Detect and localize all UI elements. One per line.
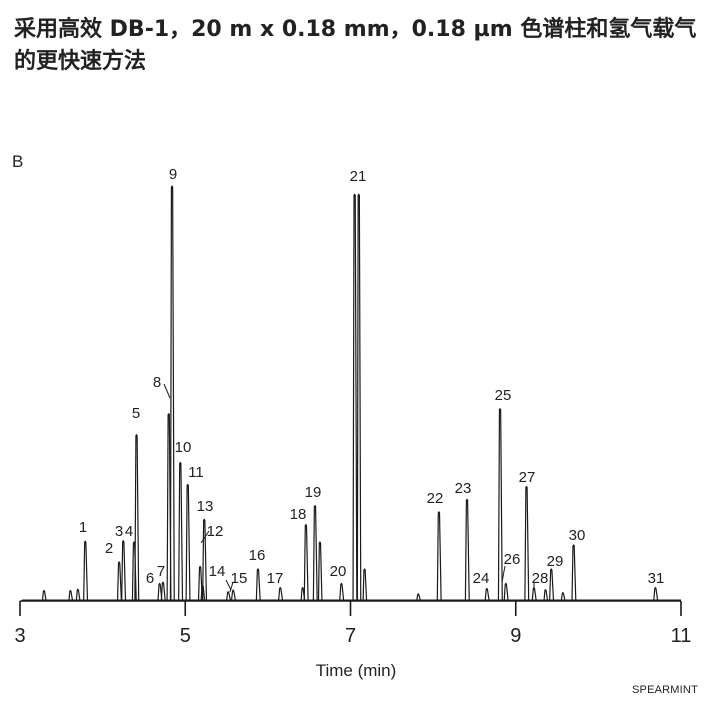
peak-21 [352, 193, 358, 601]
minor-peak [543, 589, 549, 601]
peak-label-28: 28 [532, 570, 549, 587]
minor-peak [362, 568, 368, 601]
peak-15 [230, 589, 236, 601]
peak-label-30: 30 [569, 527, 586, 544]
peak-29 [549, 568, 555, 601]
peak-23 [464, 498, 470, 601]
peak-16 [255, 568, 261, 601]
peak-label-8: 8 [153, 374, 161, 391]
peak-label-7: 7 [157, 563, 165, 580]
peak-31 [653, 586, 659, 601]
peak-10 [178, 461, 184, 601]
peak-label-9: 9 [169, 166, 177, 183]
peak-7 [160, 581, 166, 601]
x-ticks-layer: 3 5 7 9 11 [14, 601, 691, 647]
minor-peak [317, 541, 323, 601]
peak-label-19: 19 [305, 484, 322, 501]
minor-peak [356, 193, 362, 601]
x-tick-label: 9 [510, 625, 521, 647]
peak-label-21: 21 [350, 168, 367, 185]
peak-25 [497, 408, 503, 601]
minor-peak [75, 588, 81, 601]
x-tick-label: 7 [345, 625, 356, 647]
peak-18 [303, 524, 309, 601]
x-tick-label: 11 [671, 625, 692, 647]
peak-22 [436, 511, 442, 601]
peak-label-4: 4 [125, 523, 133, 540]
peak-label-3: 3 [115, 523, 123, 540]
footer-label: SPEARMINT [632, 684, 698, 696]
minor-peak [300, 586, 306, 601]
peak-label-27: 27 [519, 469, 536, 486]
peak-label-23: 23 [455, 480, 472, 497]
peak-19 [312, 505, 318, 601]
peak-label-11: 11 [188, 464, 204, 481]
peak-label-22: 22 [427, 490, 444, 507]
peak-label-16: 16 [249, 547, 266, 564]
panel-label: B [12, 152, 24, 171]
peak-3 [121, 540, 127, 601]
peak-leader-8 [163, 383, 171, 399]
peak-30 [571, 544, 577, 601]
peak-24 [484, 587, 490, 601]
peak-label-15: 15 [231, 570, 248, 587]
peak-label-14: 14 [209, 563, 226, 580]
x-tick-label: 3 [14, 625, 25, 647]
peak-label-2: 2 [105, 540, 113, 557]
peak-label-31: 31 [648, 570, 665, 587]
peak-label-10: 10 [175, 439, 192, 456]
peak-label-26: 26 [504, 551, 521, 568]
peak-leader-14 [225, 579, 232, 591]
peak-label-13: 13 [197, 498, 214, 515]
peak-label-24: 24 [473, 570, 490, 587]
minor-peak [416, 593, 421, 601]
peak-1 [83, 540, 89, 601]
peak-label-29: 29 [547, 553, 564, 570]
peak-13 [202, 518, 208, 601]
x-tick-label: 5 [180, 625, 191, 647]
peak-label-20: 20 [330, 563, 347, 580]
peak-label-18: 18 [290, 506, 307, 523]
peak-8 [166, 413, 172, 601]
minor-peak [560, 591, 566, 601]
peak-label-5: 5 [132, 405, 140, 422]
peak-20 [339, 582, 345, 601]
peaks-layer [22, 185, 681, 601]
peak-6 [157, 582, 163, 601]
peak-label-17: 17 [267, 570, 284, 587]
peak-9 [169, 185, 175, 601]
minor-peak [41, 589, 47, 601]
peak-label-6: 6 [146, 570, 154, 587]
peak-5 [134, 434, 140, 601]
x-axis-label: Time (min) [316, 661, 397, 680]
peak-leader-12 [200, 530, 210, 544]
peak-12 [197, 565, 203, 601]
peak-label-1: 1 [79, 519, 87, 536]
peak-leader-15 [229, 581, 234, 593]
minor-peak [68, 589, 73, 601]
peak-label-25: 25 [495, 387, 512, 404]
peak-14 [226, 591, 232, 601]
chart-title: 采用高效 DB-1，20 m x 0.18 mm，0.18 µm 色谱柱和氢气载… [14, 17, 697, 74]
peak-label-12: 12 [207, 523, 224, 540]
peak-2 [116, 561, 122, 601]
peak-27 [524, 485, 530, 601]
peak-17 [278, 586, 284, 601]
peak-26 [503, 582, 509, 601]
peak-11 [185, 483, 191, 601]
peak-leader-26 [501, 565, 506, 583]
